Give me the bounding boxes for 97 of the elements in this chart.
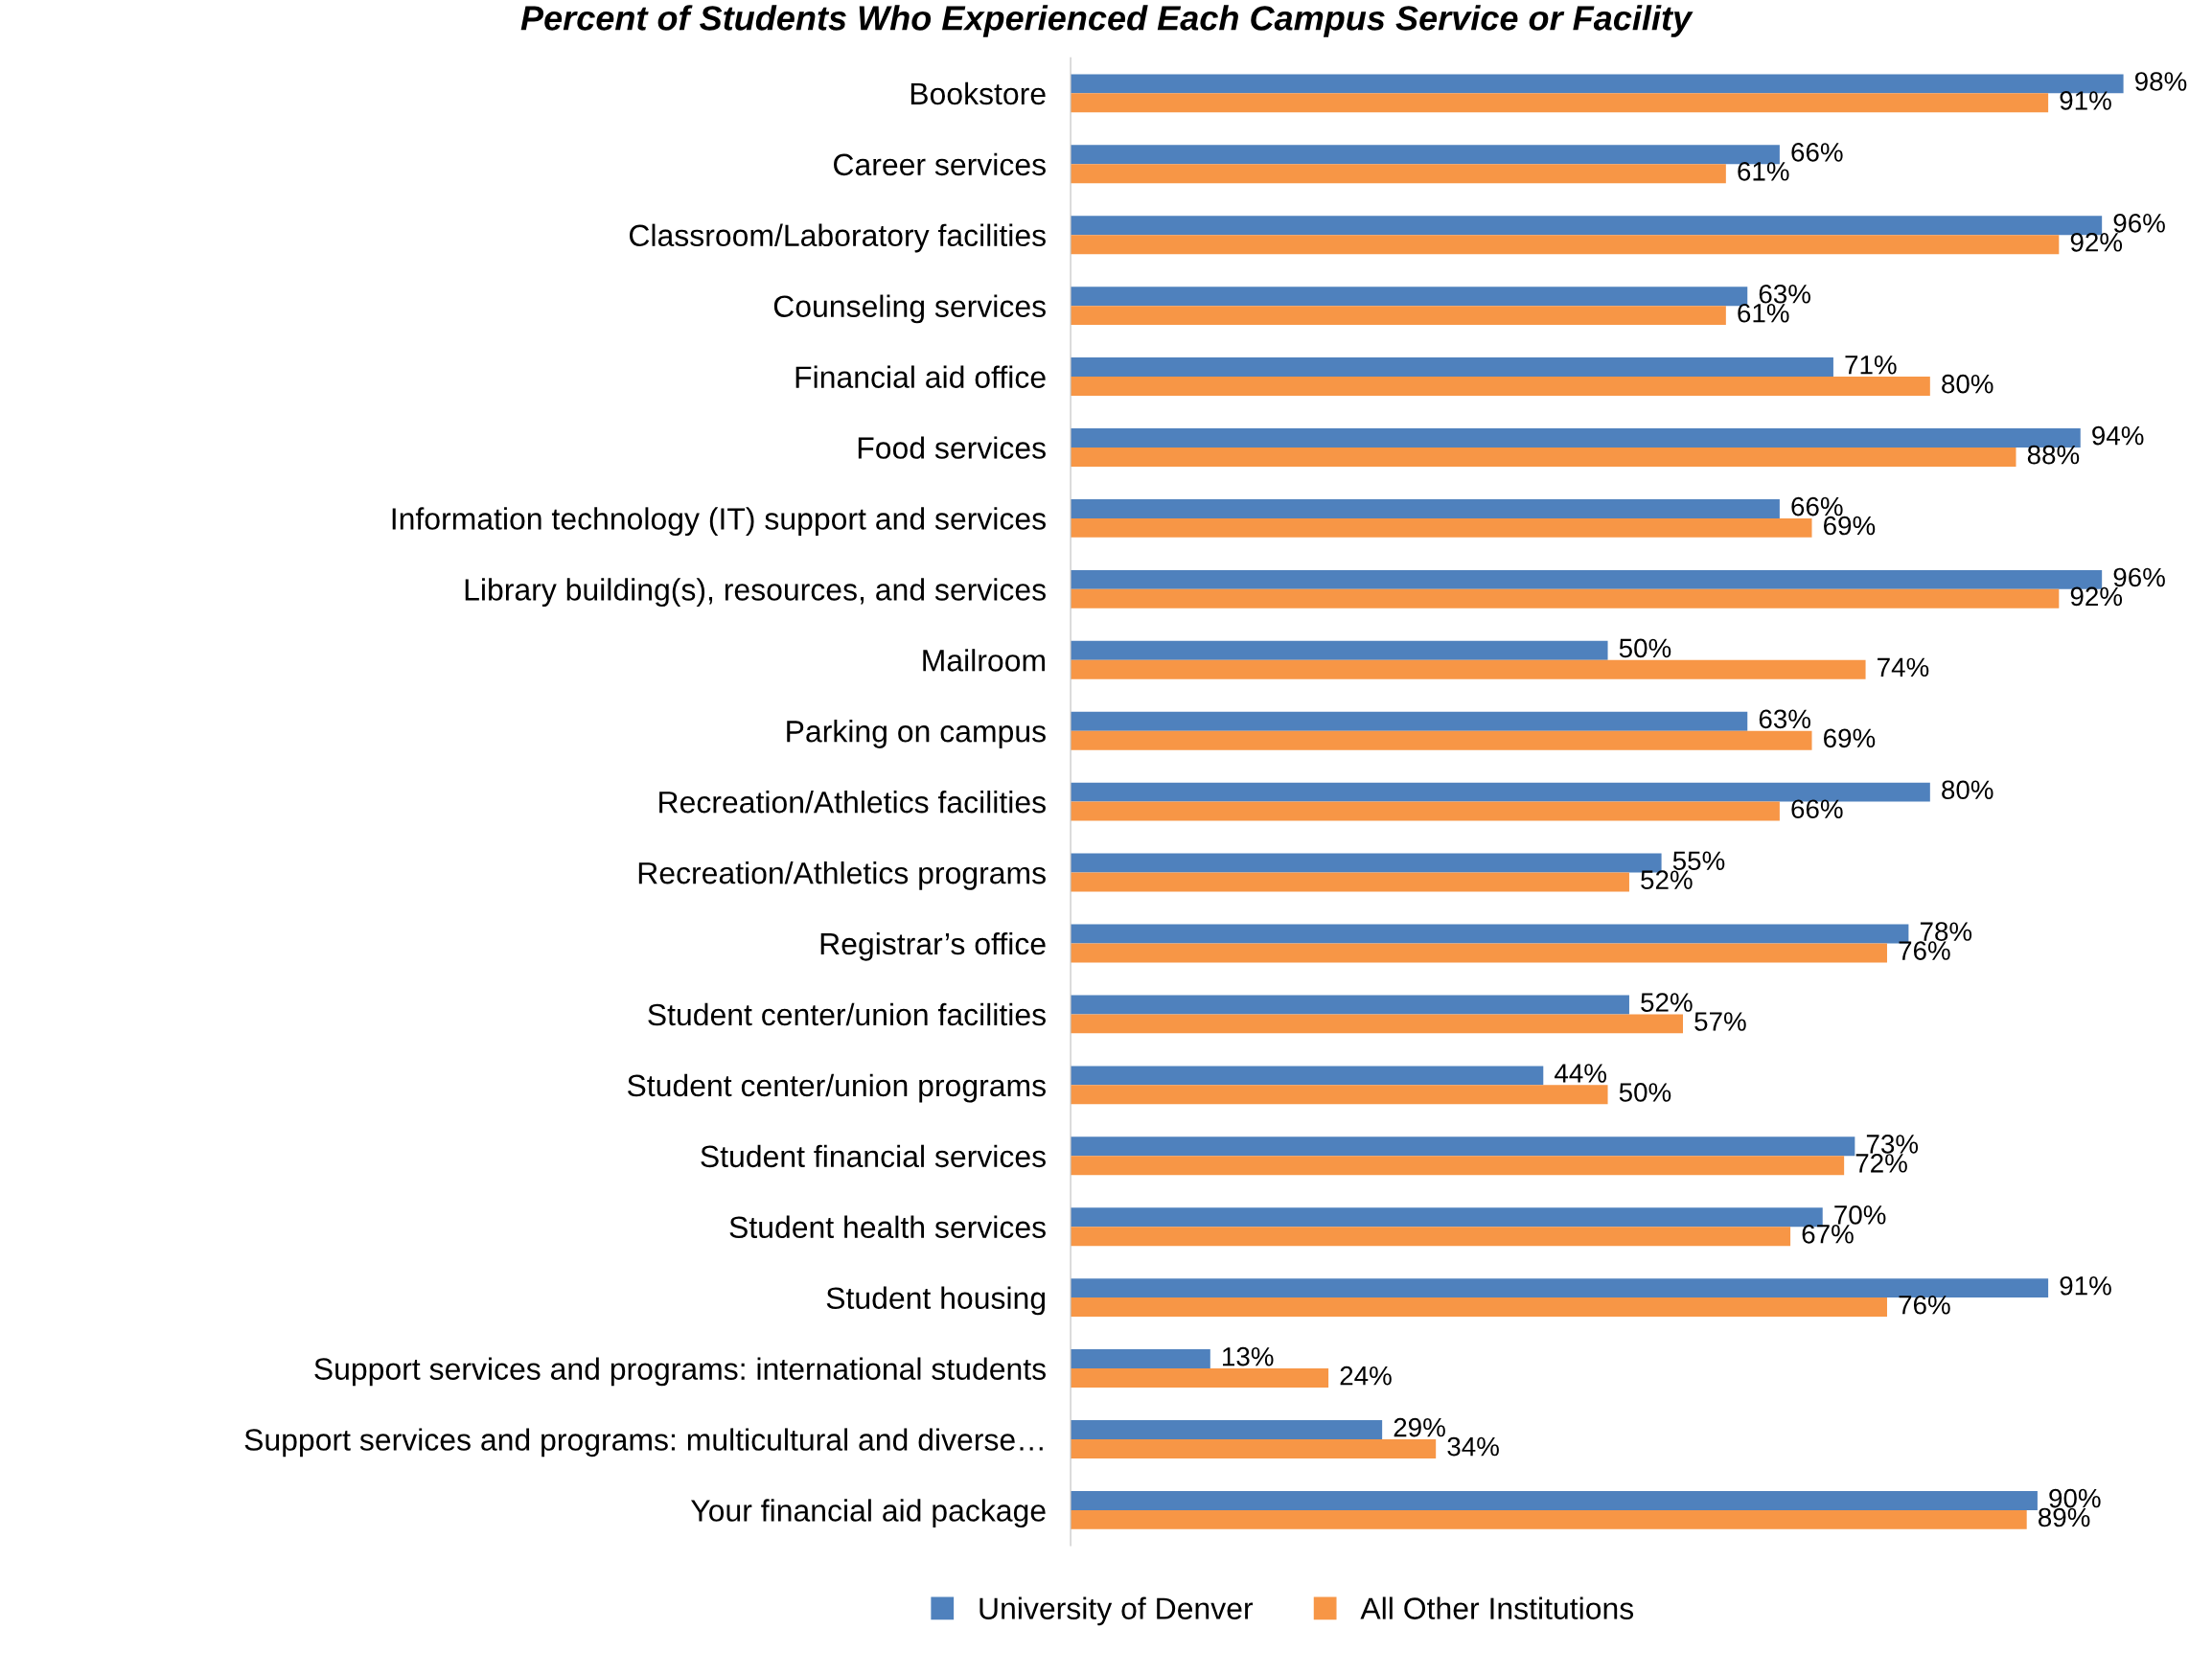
- data-label: 76%: [1899, 941, 1950, 960]
- y-tick-label: Bookstore: [910, 81, 1046, 105]
- y-tick-label: Recreation/Athletics facilities: [659, 791, 1046, 814]
- y-tick-label: Support services and programs: international students: [314, 1357, 1046, 1387]
- bar: [1071, 517, 1812, 538]
- data-label: 96%: [2113, 214, 2165, 233]
- data-label: 67%: [1802, 1224, 1854, 1244]
- data-label: 78%: [1920, 922, 1972, 941]
- data-label: 80%: [1942, 780, 1993, 800]
- bar: [1071, 872, 1629, 892]
- data-label: 24%: [1340, 1366, 1392, 1386]
- bar: [1071, 1156, 1845, 1176]
- bar: [1071, 377, 1930, 397]
- bar: [1071, 711, 1748, 731]
- bar: [1071, 1509, 2027, 1529]
- data-label: 66%: [1791, 496, 1843, 517]
- y-tick-label: Counseling services: [773, 294, 1046, 324]
- bar: [1071, 1066, 1544, 1086]
- bar: [1071, 164, 1726, 184]
- data-label: 13%: [1223, 1346, 1274, 1366]
- data-label: 91%: [2060, 1275, 2111, 1296]
- chart-title: Percent of Students Who Experienced Each Campus Service or Facility: [520, 5, 1694, 37]
- data-label: 57%: [1694, 1012, 1746, 1031]
- y-tick-label: Parking on campus: [787, 720, 1046, 748]
- y-tick-label: Mailroom: [923, 649, 1045, 672]
- y-tick-label: Student center/union facilities: [648, 1002, 1046, 1026]
- bar: [1071, 306, 1726, 326]
- data-label: 90%: [2049, 1488, 2101, 1508]
- y-tick-label: Student health services: [729, 1215, 1046, 1239]
- data-label: 92%: [2070, 586, 2123, 607]
- data-label: 88%: [2027, 445, 2080, 465]
- y-tick-label: Your financial aid package: [691, 1499, 1046, 1528]
- data-label: 61%: [1738, 162, 1789, 181]
- data-label: 69%: [1824, 516, 1876, 536]
- bar: [1071, 943, 1887, 963]
- data-label: 66%: [1791, 143, 1843, 162]
- data-label: 98%: [2135, 72, 2187, 91]
- data-label: 66%: [1791, 799, 1843, 819]
- data-label: 63%: [1759, 284, 1810, 304]
- bar: [1071, 357, 1833, 378]
- data-label: 89%: [2039, 1507, 2090, 1527]
- bar: [1071, 995, 1629, 1015]
- data-label: 55%: [1672, 851, 1725, 871]
- y-tick-label: Library building(s), resources, and services: [465, 578, 1046, 608]
- legend-label: University of Denver: [979, 1596, 1254, 1626]
- y-tick-label: Student housing: [826, 1286, 1046, 1316]
- data-label: 52%: [1641, 993, 1693, 1012]
- data-label: 34%: [1447, 1436, 1499, 1457]
- data-label: 71%: [1845, 355, 1897, 375]
- bar: [1071, 1349, 1210, 1369]
- bar: [1071, 801, 1780, 821]
- data-label: 73%: [1866, 1135, 1919, 1154]
- bar: [1071, 588, 2060, 608]
- y-tick-label: Classroom/Laboratory facilities: [629, 223, 1046, 253]
- data-label: 80%: [1942, 374, 1993, 394]
- bar: [1071, 730, 1812, 750]
- bar: [1071, 498, 1780, 518]
- bar: [1071, 1368, 1329, 1389]
- y-tick-label: Career services: [834, 152, 1046, 176]
- data-label: 91%: [2060, 91, 2111, 110]
- bar: [1071, 1227, 1791, 1247]
- bar: [1071, 447, 2016, 467]
- y-tick-label: Financial aid office: [795, 365, 1046, 388]
- bar: [1071, 1420, 1383, 1439]
- data-label: 92%: [2070, 232, 2123, 252]
- data-label: 74%: [1878, 657, 1929, 677]
- data-label: 50%: [1619, 638, 1671, 658]
- y-tick-label: Student center/union programs: [627, 1073, 1046, 1103]
- bar: [1071, 1438, 1437, 1458]
- y-tick-label: Support services and programs: multicultural and diverse…: [244, 1428, 1043, 1458]
- data-label: 50%: [1619, 1083, 1671, 1102]
- data-label: 70%: [1834, 1205, 1886, 1225]
- y-tick-label: Information technology (IT) support and services: [392, 507, 1046, 537]
- data-label: 76%: [1899, 1295, 1950, 1315]
- y-tick-label: Registrar’s office: [820, 931, 1046, 961]
- data-label: 44%: [1555, 1064, 1606, 1083]
- bar: [1071, 93, 2049, 113]
- bar: [1071, 235, 2060, 255]
- legend-label: All Other Institutions: [1360, 1596, 1634, 1619]
- bar: [1071, 640, 1608, 660]
- bar: [1071, 1490, 2038, 1510]
- data-label: 63%: [1759, 709, 1810, 729]
- bar: [1071, 1136, 1855, 1157]
- bar: [1071, 1297, 1887, 1318]
- data-label: 61%: [1738, 303, 1789, 323]
- data-label: 52%: [1641, 870, 1693, 889]
- data-label: 94%: [2092, 425, 2144, 446]
- bar: [1071, 1014, 1684, 1034]
- data-label: 29%: [1394, 1417, 1445, 1437]
- data-label: 69%: [1824, 728, 1876, 748]
- data-label: 96%: [2113, 567, 2165, 587]
- bar: [1071, 1085, 1608, 1105]
- y-tick-label: Recreation/Athletics programs: [638, 861, 1046, 890]
- data-label: 72%: [1855, 1154, 1907, 1173]
- y-tick-label: Food services: [858, 436, 1046, 459]
- bar: [1071, 659, 1866, 679]
- y-tick-label: Student financial services: [701, 1144, 1046, 1168]
